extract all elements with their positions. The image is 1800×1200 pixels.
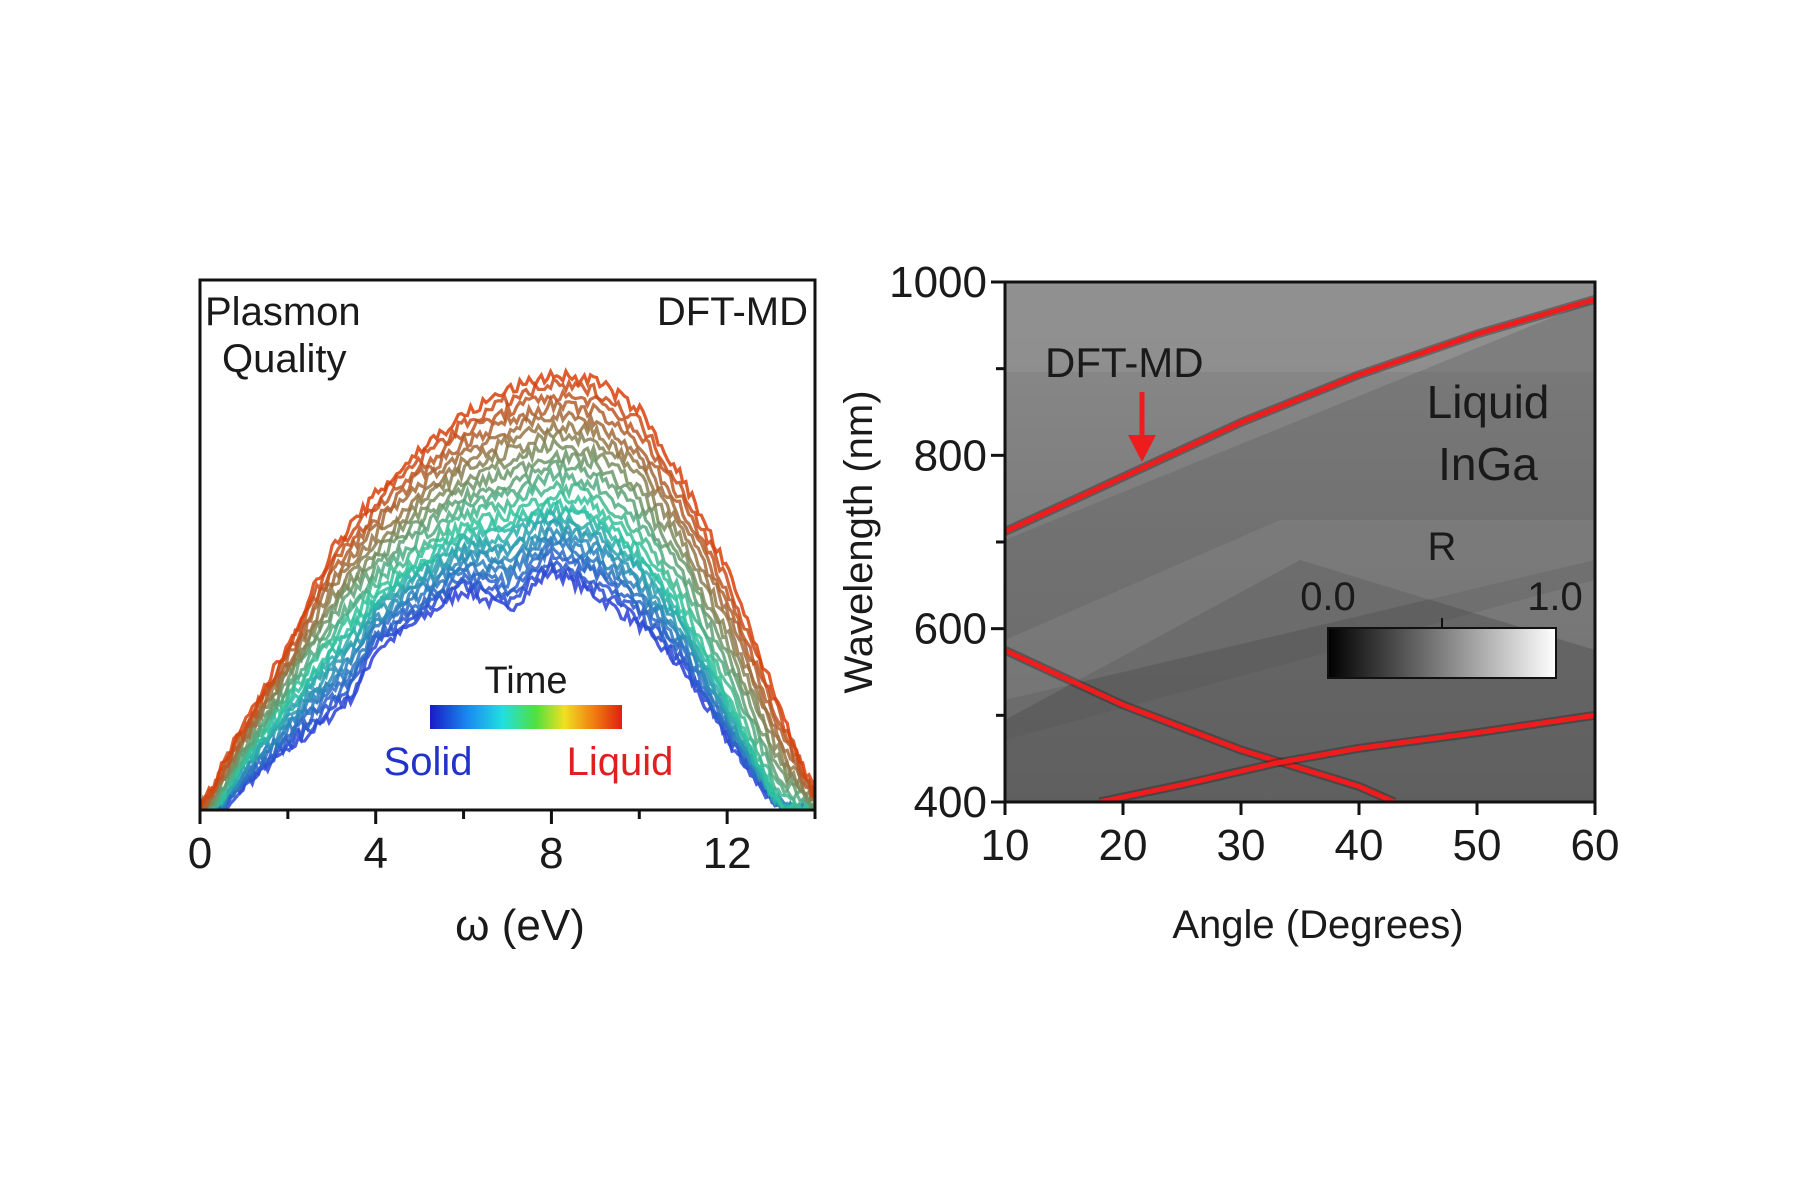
right-axes: 10 20 30 40 50 60 400 600 800 1000 <box>889 258 1619 870</box>
right-y-tick-label: 400 <box>914 778 987 827</box>
r-colorbar-label: R <box>1428 525 1457 569</box>
right-y-axis-label: Wavelength (nm) <box>837 390 881 693</box>
plasmon-quality-trace <box>201 436 815 810</box>
left-x-tick-label: 12 <box>703 829 752 878</box>
right-y-tick-label: 1000 <box>889 258 987 307</box>
r-colorbar <box>1327 627 1557 679</box>
annotation-plasmon: Plasmon <box>205 290 361 334</box>
plasmon-quality-trace <box>202 466 815 810</box>
annotation-liquid: Liquid <box>1427 376 1550 428</box>
time-colorbar <box>430 705 622 729</box>
plasmon-quality-trace <box>200 417 815 810</box>
right-y-tick-label: 600 <box>914 605 987 654</box>
dft-md-curve <box>1005 296 1595 534</box>
left-x-axis-label: ω (eV) <box>455 901 585 950</box>
right-x-tick-label: 50 <box>1453 821 1502 870</box>
right-x-tick-label: 20 <box>1099 821 1148 870</box>
right-y-tick-label: 800 <box>914 431 987 480</box>
dft-md-curves <box>1005 294 1595 802</box>
colorbar-label-liquid: Liquid <box>567 740 674 784</box>
right-x-tick-label: 30 <box>1217 821 1266 870</box>
heatmap-background <box>1005 282 1595 802</box>
plasmon-quality-panel: 0 4 8 12 Plasmon Quality DFT-MD Time Solid … <box>188 278 817 950</box>
colorbar-label-solid: Solid <box>384 740 473 784</box>
r-colorbar-min-label: 0.0 <box>1300 575 1356 619</box>
plasmon-quality-trace <box>202 535 815 810</box>
left-x-tick-label: 0 <box>188 829 212 878</box>
left-series-group <box>200 367 815 810</box>
plasmon-quality-trace <box>200 394 815 810</box>
dft-md-curve <box>1098 712 1595 802</box>
annotation-inga: InGa <box>1438 438 1538 490</box>
annotation-quality: Quality <box>222 337 347 381</box>
right-x-tick-label: 60 <box>1571 821 1620 870</box>
colorbar-label-time: Time <box>484 660 567 702</box>
plasmon-quality-trace <box>200 367 815 810</box>
left-plot-frame <box>198 278 817 812</box>
left-x-axis: 0 4 8 12 <box>188 810 817 878</box>
annotation-dft-md-right: DFT-MD <box>1045 339 1204 386</box>
r-colorbar-max-label: 1.0 <box>1527 575 1583 619</box>
dft-md-arrow <box>1128 392 1156 462</box>
plasmon-quality-trace <box>200 545 815 810</box>
dft-md-curve <box>1005 648 1396 802</box>
plasmon-quality-trace <box>200 479 815 810</box>
right-x-axis-label: Angle (Degrees) <box>1172 903 1463 947</box>
right-x-tick-label: 40 <box>1335 821 1384 870</box>
annotation-dft-md-left: DFT-MD <box>657 290 808 334</box>
left-x-tick-label: 4 <box>363 829 387 878</box>
right-x-tick-label: 10 <box>981 821 1030 870</box>
left-x-tick-label: 8 <box>539 829 563 878</box>
